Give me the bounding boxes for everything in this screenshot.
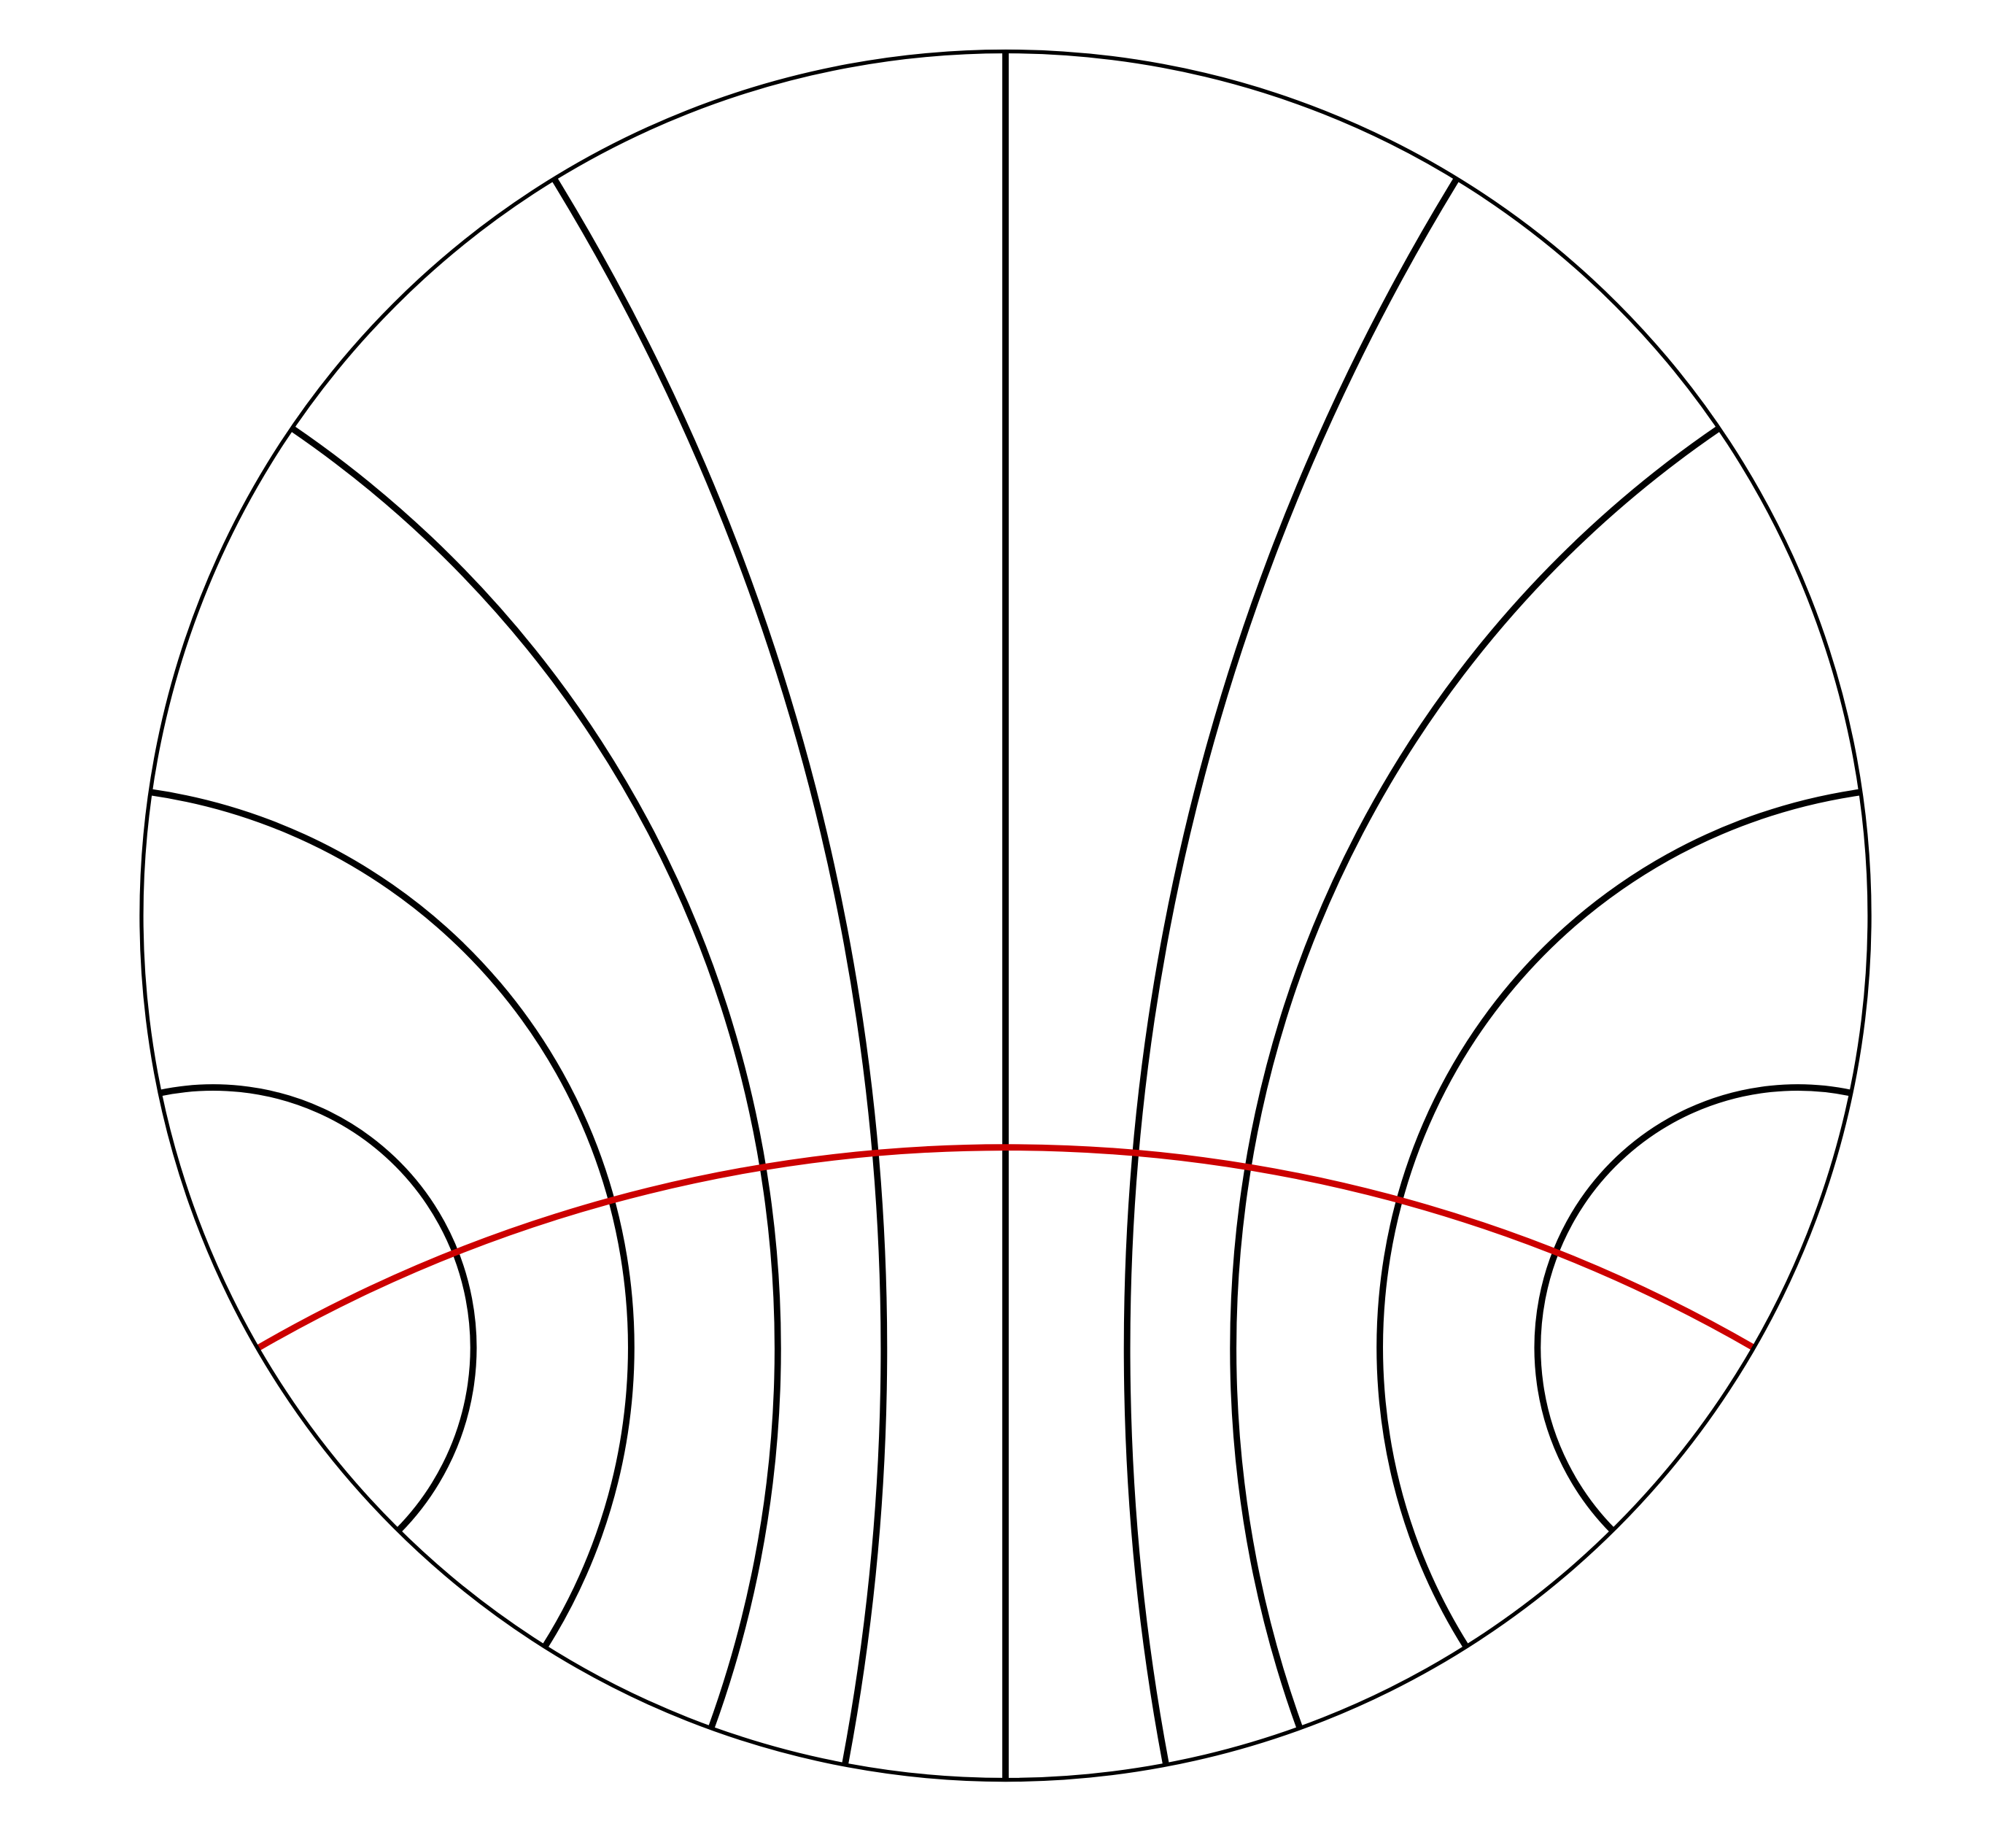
geodesic-highlighted bbox=[255, 1144, 1756, 1351]
geodesic-right bbox=[1123, 177, 1460, 1766]
geodesics bbox=[150, 51, 1861, 1780]
geodesic-left bbox=[551, 177, 888, 1766]
geodesic-left bbox=[290, 425, 781, 1730]
geodesic-right bbox=[1376, 789, 1861, 1649]
geodesic-left bbox=[150, 789, 635, 1649]
boundary-circle bbox=[139, 49, 1872, 1782]
geodesic-right bbox=[1534, 1084, 1852, 1534]
geodesic-left bbox=[159, 1084, 477, 1534]
geodesic-right bbox=[1230, 425, 1721, 1730]
